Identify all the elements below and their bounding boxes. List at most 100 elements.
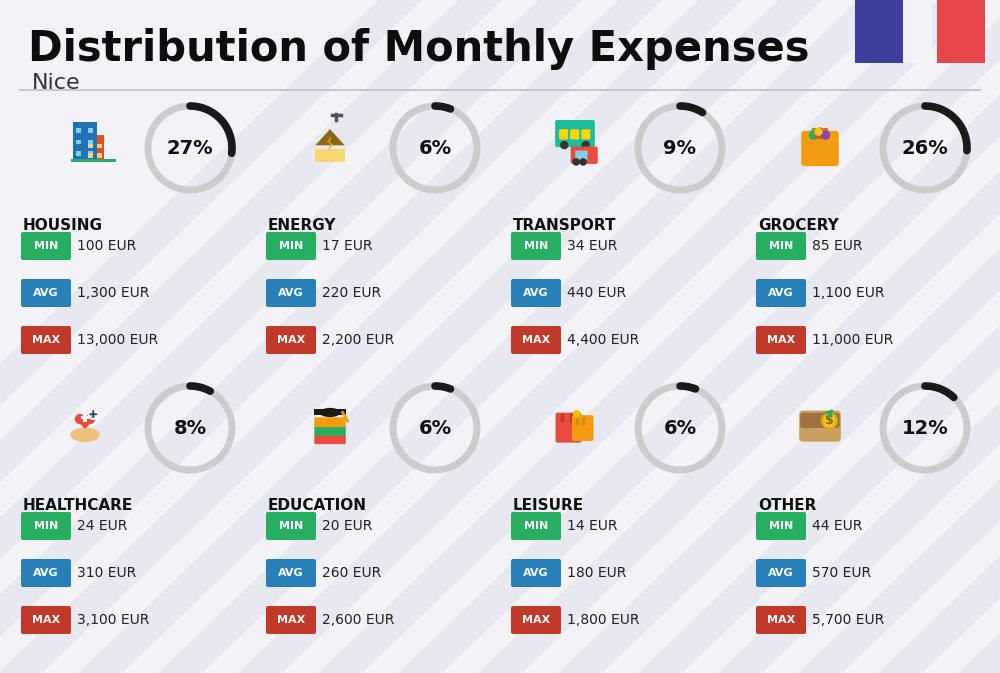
Text: 2,200 EUR: 2,200 EUR — [322, 333, 394, 347]
FancyBboxPatch shape — [76, 129, 81, 133]
Text: 570 EUR: 570 EUR — [812, 566, 871, 580]
Text: AVG: AVG — [278, 568, 304, 578]
FancyBboxPatch shape — [511, 606, 561, 634]
Text: MAX: MAX — [32, 615, 60, 625]
Text: 2,600 EUR: 2,600 EUR — [322, 613, 394, 627]
FancyBboxPatch shape — [511, 326, 561, 354]
Circle shape — [573, 410, 580, 417]
Circle shape — [579, 158, 587, 166]
Text: 310 EUR: 310 EUR — [77, 566, 136, 580]
FancyBboxPatch shape — [97, 143, 102, 149]
Polygon shape — [75, 419, 95, 429]
Text: 13,000 EUR: 13,000 EUR — [77, 333, 158, 347]
Text: 6%: 6% — [663, 419, 697, 437]
Text: 27%: 27% — [167, 139, 213, 157]
FancyBboxPatch shape — [756, 512, 806, 540]
Text: 6%: 6% — [418, 139, 452, 157]
Text: MIN: MIN — [524, 521, 548, 531]
FancyBboxPatch shape — [756, 232, 806, 260]
Circle shape — [572, 158, 580, 166]
FancyBboxPatch shape — [314, 417, 346, 427]
FancyBboxPatch shape — [21, 232, 71, 260]
FancyBboxPatch shape — [88, 139, 93, 145]
Text: AVG: AVG — [33, 288, 59, 298]
Text: 8%: 8% — [173, 419, 207, 437]
FancyBboxPatch shape — [855, 0, 903, 63]
FancyBboxPatch shape — [73, 122, 97, 162]
FancyBboxPatch shape — [88, 151, 93, 156]
Text: EDUCATION: EDUCATION — [268, 498, 367, 513]
FancyBboxPatch shape — [800, 413, 840, 428]
FancyBboxPatch shape — [756, 279, 806, 307]
FancyBboxPatch shape — [314, 409, 346, 415]
Text: 3,100 EUR: 3,100 EUR — [77, 613, 149, 627]
FancyBboxPatch shape — [81, 416, 89, 419]
Text: 14 EUR: 14 EUR — [567, 519, 618, 533]
FancyBboxPatch shape — [756, 326, 806, 354]
Circle shape — [814, 128, 823, 136]
FancyBboxPatch shape — [570, 129, 579, 139]
Text: 1,300 EUR: 1,300 EUR — [77, 286, 149, 300]
FancyBboxPatch shape — [756, 559, 806, 587]
FancyBboxPatch shape — [88, 129, 93, 133]
Text: 24 EUR: 24 EUR — [77, 519, 127, 533]
Circle shape — [582, 141, 590, 149]
Text: MAX: MAX — [522, 335, 550, 345]
FancyBboxPatch shape — [555, 120, 595, 147]
FancyBboxPatch shape — [86, 135, 104, 162]
Text: MAX: MAX — [522, 615, 550, 625]
Circle shape — [809, 130, 819, 140]
Text: MIN: MIN — [34, 521, 58, 531]
Text: MAX: MAX — [767, 615, 795, 625]
FancyBboxPatch shape — [801, 131, 839, 166]
Text: 34 EUR: 34 EUR — [567, 239, 617, 253]
Text: 6%: 6% — [418, 419, 452, 437]
Text: 44 EUR: 44 EUR — [812, 519, 862, 533]
Text: GROCERY: GROCERY — [758, 218, 839, 233]
FancyBboxPatch shape — [511, 512, 561, 540]
FancyBboxPatch shape — [556, 413, 581, 443]
FancyBboxPatch shape — [266, 279, 316, 307]
FancyBboxPatch shape — [266, 559, 316, 587]
Text: 11,000 EUR: 11,000 EUR — [812, 333, 893, 347]
FancyBboxPatch shape — [21, 326, 71, 354]
FancyBboxPatch shape — [511, 232, 561, 260]
FancyBboxPatch shape — [88, 153, 93, 157]
Text: MIN: MIN — [279, 241, 303, 251]
FancyBboxPatch shape — [266, 326, 316, 354]
Text: Nice: Nice — [32, 73, 81, 93]
FancyBboxPatch shape — [937, 0, 985, 63]
Text: 1,800 EUR: 1,800 EUR — [567, 613, 640, 627]
Text: MIN: MIN — [769, 241, 793, 251]
Circle shape — [560, 141, 568, 149]
Text: 17 EUR: 17 EUR — [322, 239, 372, 253]
Text: MAX: MAX — [767, 335, 795, 345]
FancyBboxPatch shape — [575, 151, 588, 160]
Text: HEALTHCARE: HEALTHCARE — [23, 498, 133, 513]
FancyBboxPatch shape — [314, 426, 346, 435]
FancyBboxPatch shape — [756, 606, 806, 634]
Text: 220 EUR: 220 EUR — [322, 286, 381, 300]
Text: OTHER: OTHER — [758, 498, 816, 513]
Text: AVG: AVG — [768, 568, 794, 578]
Text: Distribution of Monthly Expenses: Distribution of Monthly Expenses — [28, 28, 810, 70]
FancyBboxPatch shape — [799, 411, 841, 441]
Text: MIN: MIN — [769, 521, 793, 531]
Text: MIN: MIN — [34, 241, 58, 251]
Text: 440 EUR: 440 EUR — [567, 286, 626, 300]
FancyBboxPatch shape — [559, 129, 568, 139]
FancyBboxPatch shape — [97, 153, 102, 157]
Text: MIN: MIN — [524, 241, 548, 251]
Text: 9%: 9% — [664, 139, 696, 157]
Text: $: $ — [825, 414, 834, 427]
Text: AVG: AVG — [523, 288, 549, 298]
Text: LEISURE: LEISURE — [513, 498, 584, 513]
Text: MAX: MAX — [32, 335, 60, 345]
Text: ENERGY: ENERGY — [268, 218, 336, 233]
Text: AVG: AVG — [768, 288, 794, 298]
FancyBboxPatch shape — [581, 129, 590, 139]
FancyBboxPatch shape — [511, 279, 561, 307]
FancyBboxPatch shape — [76, 139, 81, 145]
FancyBboxPatch shape — [88, 143, 93, 149]
FancyBboxPatch shape — [266, 606, 316, 634]
